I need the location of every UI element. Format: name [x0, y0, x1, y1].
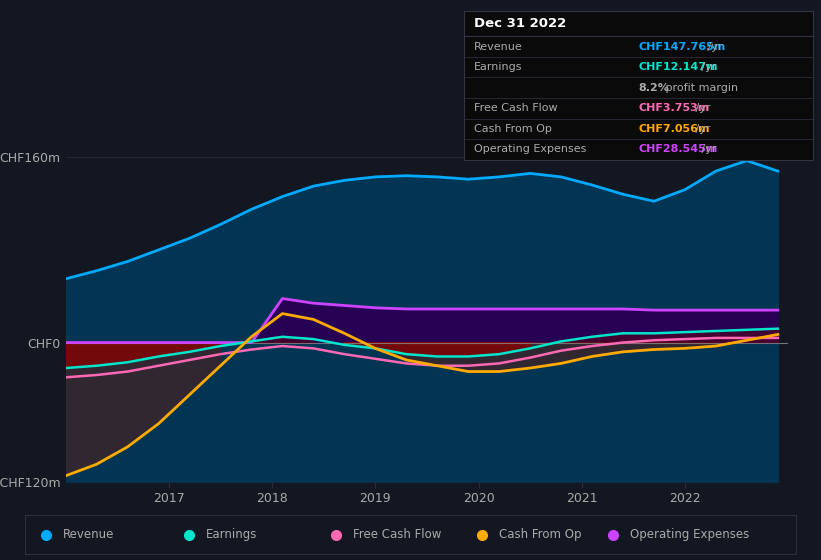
Text: Revenue: Revenue — [475, 41, 523, 52]
Text: CHF12.147m: CHF12.147m — [639, 62, 718, 72]
Text: Earnings: Earnings — [206, 528, 257, 542]
Text: /yr: /yr — [704, 41, 722, 52]
Text: Operating Expenses: Operating Expenses — [631, 528, 750, 542]
Text: Free Cash Flow: Free Cash Flow — [353, 528, 441, 542]
Text: /yr: /yr — [692, 103, 710, 113]
Text: profit margin: profit margin — [662, 83, 738, 93]
Text: /yr: /yr — [692, 124, 710, 134]
Text: /yr: /yr — [698, 144, 716, 155]
Text: Cash From Op: Cash From Op — [499, 528, 582, 542]
Text: CHF7.056m: CHF7.056m — [639, 124, 710, 134]
Text: Cash From Op: Cash From Op — [475, 124, 553, 134]
Text: Earnings: Earnings — [475, 62, 523, 72]
Text: Revenue: Revenue — [63, 528, 115, 542]
Text: Free Cash Flow: Free Cash Flow — [475, 103, 558, 113]
Text: CHF3.753m: CHF3.753m — [639, 103, 709, 113]
Text: Operating Expenses: Operating Expenses — [475, 144, 587, 155]
Text: 8.2%: 8.2% — [639, 83, 669, 93]
Text: /yr: /yr — [698, 62, 716, 72]
Text: CHF147.765m: CHF147.765m — [639, 41, 726, 52]
Text: Dec 31 2022: Dec 31 2022 — [475, 17, 566, 30]
Text: CHF28.545m: CHF28.545m — [639, 144, 718, 155]
